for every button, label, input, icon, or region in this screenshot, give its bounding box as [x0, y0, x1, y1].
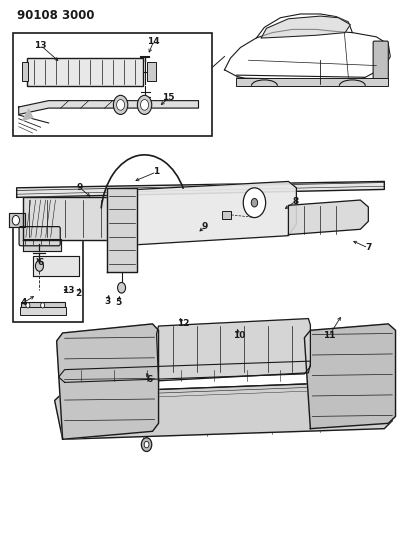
Circle shape [12, 215, 20, 225]
Bar [13, 219, 83, 322]
Bar [22, 62, 28, 82]
Circle shape [35, 261, 43, 271]
Bar [147, 62, 156, 82]
Bar [21, 302, 65, 309]
Polygon shape [261, 16, 350, 38]
Text: 15: 15 [162, 93, 175, 102]
Circle shape [144, 441, 149, 448]
Text: 11: 11 [323, 331, 335, 340]
Bar [237, 78, 388, 86]
Bar [20, 308, 66, 316]
Text: 13: 13 [34, 41, 47, 50]
Polygon shape [32, 256, 79, 276]
Circle shape [117, 100, 125, 110]
Polygon shape [9, 213, 25, 227]
Circle shape [138, 95, 152, 115]
Polygon shape [129, 181, 296, 245]
Bar [223, 211, 231, 219]
Text: 3: 3 [105, 296, 111, 305]
Circle shape [117, 282, 126, 293]
Polygon shape [23, 197, 117, 240]
FancyBboxPatch shape [19, 227, 60, 246]
Circle shape [26, 303, 30, 308]
FancyBboxPatch shape [373, 41, 388, 79]
Polygon shape [107, 188, 137, 272]
Text: 7: 7 [365, 244, 371, 253]
Circle shape [113, 95, 128, 115]
Polygon shape [23, 239, 61, 251]
Text: 12: 12 [177, 319, 189, 328]
Text: 90108 3000: 90108 3000 [17, 9, 94, 22]
Circle shape [142, 438, 152, 451]
Polygon shape [23, 109, 32, 120]
Text: 4: 4 [20, 298, 26, 307]
Text: 6: 6 [146, 375, 152, 384]
Text: 1: 1 [154, 167, 160, 176]
Circle shape [243, 188, 265, 217]
Text: 2: 2 [75, 288, 82, 297]
Text: 6: 6 [38, 259, 44, 267]
Text: 8: 8 [292, 197, 299, 206]
Circle shape [141, 100, 148, 110]
Text: 10: 10 [233, 331, 245, 340]
Bar [27, 58, 143, 86]
Text: 13: 13 [63, 286, 75, 295]
Text: 9: 9 [201, 222, 208, 231]
Polygon shape [57, 324, 158, 439]
Bar [13, 33, 213, 136]
Polygon shape [55, 381, 392, 439]
Polygon shape [156, 319, 310, 381]
Polygon shape [59, 361, 310, 382]
Polygon shape [304, 324, 395, 429]
Text: 9: 9 [77, 183, 83, 192]
Polygon shape [19, 101, 198, 115]
Polygon shape [17, 181, 384, 197]
Text: 5: 5 [115, 297, 122, 306]
Circle shape [41, 303, 45, 308]
Polygon shape [288, 200, 369, 235]
Polygon shape [225, 29, 390, 86]
Circle shape [251, 198, 258, 207]
Text: 14: 14 [148, 37, 160, 46]
